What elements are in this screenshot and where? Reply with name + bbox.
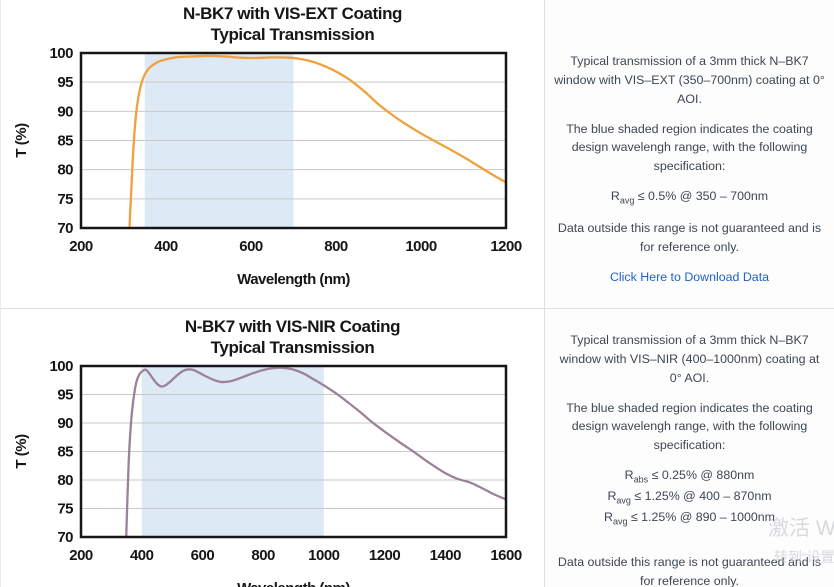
x-tick-label: 1600 xyxy=(490,547,522,564)
spec-value: ≤ 0.5% @ 350 – 700nm xyxy=(634,189,769,204)
y-tick-label: 80 xyxy=(57,472,73,489)
spec-subscript: avg xyxy=(616,495,631,506)
y-tick-label: 95 xyxy=(57,387,73,404)
shaded-region-note: The blue shaded region indicates the coa… xyxy=(566,400,813,453)
y-tick-label: 100 xyxy=(49,358,73,375)
vis-nir-chart-title: N-BK7 with VIS-NIR Coating Typical Trans… xyxy=(1,317,544,358)
spec-symbol: R xyxy=(607,489,617,504)
y-tick-label: 70 xyxy=(57,529,73,546)
x-axis-label: Wavelength (nm) xyxy=(237,580,350,587)
spec-symbol: R xyxy=(610,189,620,204)
y-tick-label: 70 xyxy=(57,220,73,237)
transmission-curve xyxy=(125,367,506,538)
y-tick-label: 90 xyxy=(57,415,73,432)
x-tick-label: 800 xyxy=(251,547,275,564)
y-tick-label: 75 xyxy=(57,191,73,208)
y-axis-label: T (%) xyxy=(13,434,30,469)
spec-value: ≤ 0.25% @ 880nm xyxy=(648,468,755,483)
vis-ext-chart-cell: N-BK7 with VIS-EXT Coating Typical Trans… xyxy=(1,0,545,309)
spec-symbol: R xyxy=(604,510,613,525)
y-tick-label: 85 xyxy=(57,133,73,150)
x-tick-label: 400 xyxy=(130,547,154,564)
x-tick-label: 200 xyxy=(69,547,93,564)
x-tick-label: 1000 xyxy=(405,238,437,255)
chart-title-line1: N-BK7 with VIS-NIR Coating xyxy=(184,317,401,336)
x-tick-label: 400 xyxy=(154,238,178,255)
transmission-curve xyxy=(128,55,506,229)
x-tick-label: 200 xyxy=(69,238,93,255)
spec-subscript: avg xyxy=(619,195,635,206)
spec-value: ≤ 1.25% @ 400 – 870nm xyxy=(630,489,772,504)
vis-ext-description-panel: Typical transmission of a 3mm thick N–BK… xyxy=(545,0,834,309)
x-tick-label: 800 xyxy=(324,238,348,255)
y-tick-label: 95 xyxy=(57,75,73,92)
x-tick-label: 600 xyxy=(191,547,215,564)
vis-nir-transmission-chart: 70 75 80 85 90 95 100 200 400 600 800 1000 1200 1400 1… xyxy=(13,358,522,587)
y-tick-label: 75 xyxy=(57,501,73,518)
shaded-region-note: The blue shaded region indicates the coa… xyxy=(566,121,813,174)
y-axis-label: T (%) xyxy=(13,123,30,158)
vis-nir-chart-cell: N-BK7 with VIS-NIR Coating Typical Trans… xyxy=(1,309,545,587)
x-tick-label: 1200 xyxy=(369,547,401,564)
spec-line: Rabs ≤ 0.25% @ 880nm xyxy=(553,466,826,487)
spec-line: Ravg ≤ 1.25% @ 890 – 1000nm xyxy=(553,508,826,529)
chart-title-line2: Typical Transmission xyxy=(210,24,375,44)
x-tick-label: 1200 xyxy=(490,238,522,255)
x-axis-label: Wavelength (nm) xyxy=(237,271,350,288)
intro-text: Typical transmission of a 3mm thick N–BK… xyxy=(554,54,825,106)
x-tick-label: 1400 xyxy=(430,547,462,564)
spec-value: ≤ 1.25% @ 890 – 1000nm xyxy=(627,510,775,525)
plot-border xyxy=(79,365,508,539)
y-tick-label: 80 xyxy=(57,162,73,179)
spec-symbol: R xyxy=(624,468,634,483)
outside-range-note: Data outside this range is not guarantee… xyxy=(557,221,822,255)
y-tick-label: 90 xyxy=(57,104,73,121)
vis-nir-description-panel: Typical transmission of a 3mm thick N–BK… xyxy=(545,309,834,587)
chart-title-line1: N-BK7 with VIS-EXT Coating xyxy=(182,4,403,23)
download-data-link[interactable]: Click Here to Download Data xyxy=(609,269,770,284)
intro-text: Typical transmission of a 3mm thick N–BK… xyxy=(559,333,820,385)
y-tick-label: 100 xyxy=(49,45,73,62)
spec-line: Ravg ≤ 1.25% @ 400 – 870nm xyxy=(553,487,826,508)
chart-title-line2: Typical Transmission xyxy=(210,337,375,357)
plot-border xyxy=(79,52,508,230)
x-tick-label: 600 xyxy=(239,238,263,255)
spec-subscript: avg xyxy=(612,516,628,527)
y-tick-label: 85 xyxy=(57,444,73,461)
spec-subscript: abs xyxy=(633,474,649,485)
x-tick-label: 1000 xyxy=(308,547,340,564)
spec-line: Ravg ≤ 0.5% @ 350 – 700nm xyxy=(553,187,826,208)
vis-ext-chart-title: N-BK7 with VIS-EXT Coating Typical Trans… xyxy=(1,4,544,45)
outside-range-note: Data outside this range is not guarantee… xyxy=(557,555,822,587)
vis-ext-transmission-chart: 70 75 80 85 90 95 100 200 400 600 800 1000 1200 Wavel… xyxy=(13,45,522,288)
